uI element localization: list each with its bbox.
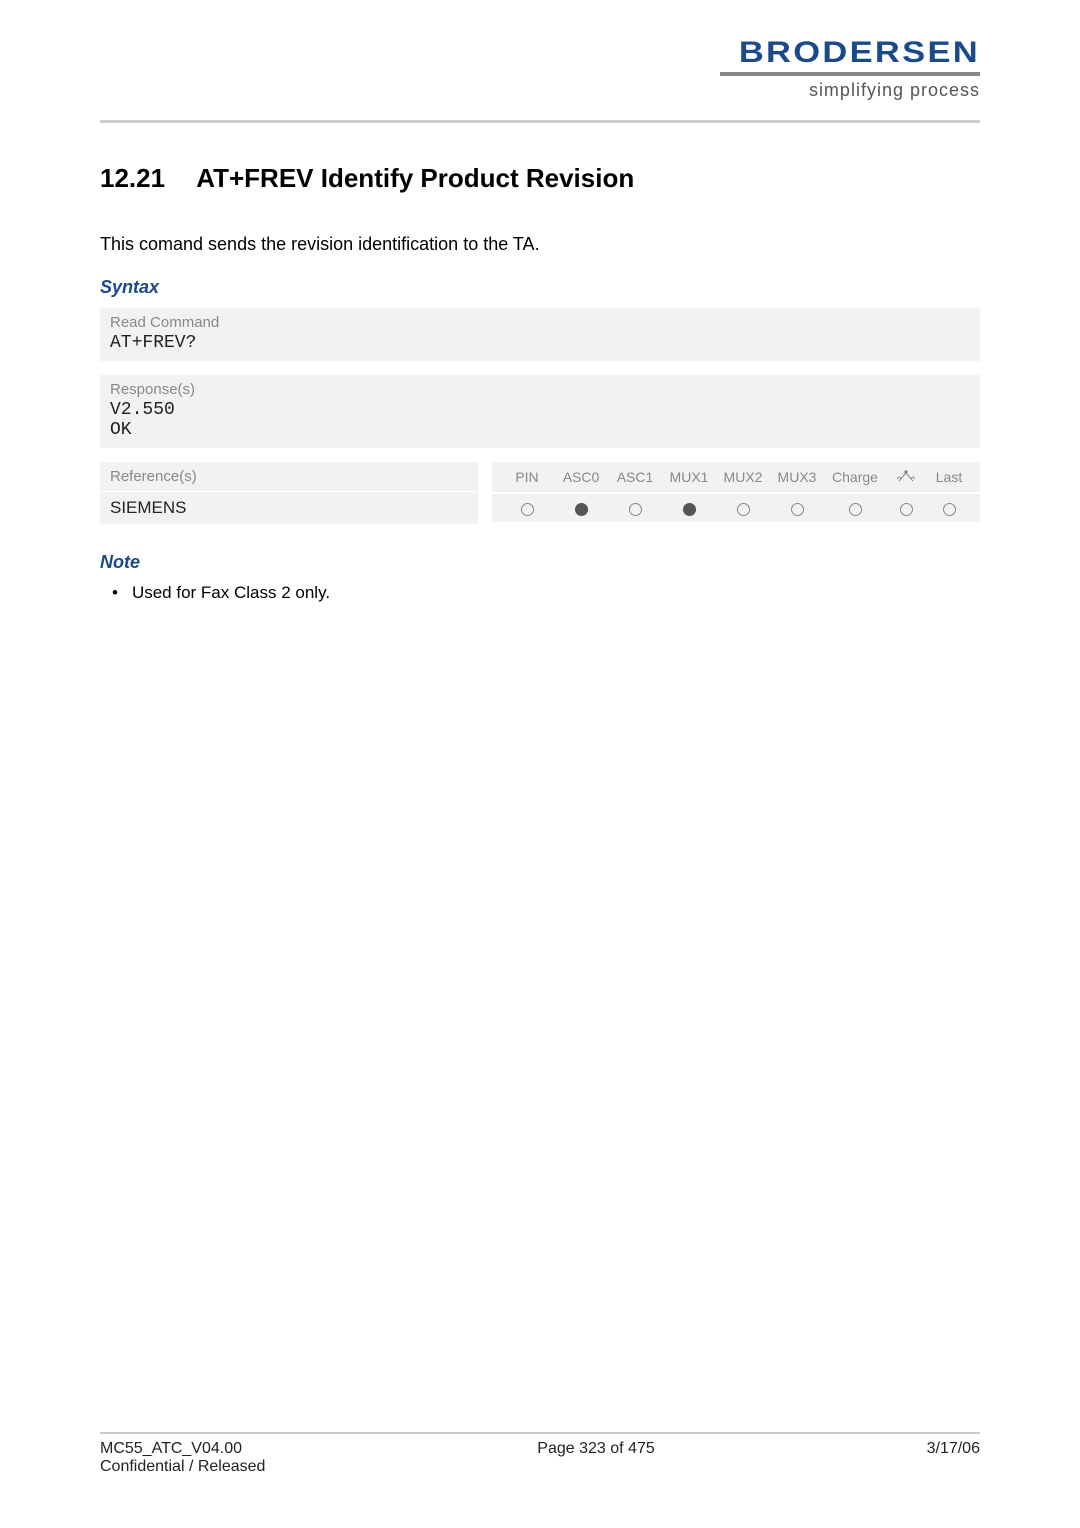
footer-rule — [100, 1432, 980, 1434]
reference-data-row: SIEMENS — [100, 492, 980, 524]
footer-date: 3/17/06 — [927, 1440, 980, 1476]
circle-icon — [900, 503, 913, 516]
section-number: 12.21 — [100, 163, 190, 194]
note-heading: Note — [100, 552, 980, 573]
reference-header-row: Reference(s) PIN ASC0 ASC1 MUX1 MUX2 MUX… — [100, 462, 980, 492]
page-footer: MC55_ATC_V04.00 Confidential / Released … — [100, 1432, 980, 1476]
response-box: Response(s) V2.550 OK — [100, 375, 980, 448]
note-item: • Used for Fax Class 2 only. — [100, 583, 980, 603]
document-page: BRODERSEN simplifying process 12.21 AT+F… — [0, 0, 1080, 1528]
dot-asc0 — [554, 500, 608, 516]
header-logo-block: BRODERSEN simplifying process — [720, 36, 980, 101]
ref-col-pin: PIN — [500, 469, 554, 485]
footer-doc-id: MC55_ATC_V04.00 — [100, 1440, 265, 1458]
note-section: Note • Used for Fax Class 2 only. — [100, 552, 980, 603]
circle-icon — [943, 503, 956, 516]
dot-asc1 — [608, 500, 662, 516]
section-heading: 12.21 AT+FREV Identify Product Revision — [100, 163, 980, 194]
logo-underline — [720, 72, 980, 76]
reference-columns: PIN ASC0 ASC1 MUX1 MUX2 MUX3 Charge — [492, 462, 980, 492]
section-intro: This comand sends the revision identific… — [100, 234, 980, 255]
reference-data-left: SIEMENS — [100, 492, 478, 524]
response-text: V2.550 OK — [110, 400, 970, 440]
logo-tagline: simplifying process — [720, 80, 980, 101]
ref-col-mux1: MUX1 — [662, 469, 716, 485]
dot-pin — [500, 500, 554, 516]
footer-confidential: Confidential / Released — [100, 1458, 265, 1476]
response-label: Response(s) — [110, 381, 970, 398]
bullet-icon: • — [112, 583, 118, 603]
circle-filled-icon — [683, 503, 696, 516]
dot-last — [926, 500, 972, 516]
read-command-label: Read Command — [110, 314, 970, 331]
syntax-heading: Syntax — [100, 277, 980, 298]
footer-row: MC55_ATC_V04.00 Confidential / Released … — [100, 1440, 980, 1476]
dot-mux2 — [716, 500, 770, 516]
ref-col-airwave — [886, 468, 926, 486]
logo-text: BRODERSEN — [681, 36, 980, 70]
ref-col-asc1: ASC1 — [608, 469, 662, 485]
note-list: • Used for Fax Class 2 only. — [100, 583, 980, 603]
section-title: AT+FREV Identify Product Revision — [196, 163, 634, 193]
dot-charge — [824, 500, 886, 516]
ref-col-mux2: MUX2 — [716, 469, 770, 485]
ref-col-charge: Charge — [824, 469, 886, 485]
read-command-box: Read Command AT+FREV? — [100, 308, 980, 361]
dot-airwave — [886, 500, 926, 516]
circle-icon — [521, 503, 534, 516]
note-item-text: Used for Fax Class 2 only. — [132, 583, 330, 603]
dot-mux3 — [770, 500, 824, 516]
ref-col-mux3: MUX3 — [770, 469, 824, 485]
ref-col-last: Last — [926, 469, 972, 485]
reference-left-label: Reference(s) — [100, 462, 478, 491]
read-command-text: AT+FREV? — [110, 333, 970, 353]
dot-mux1 — [662, 500, 716, 516]
footer-page: Page 323 of 475 — [537, 1440, 654, 1476]
footer-left: MC55_ATC_V04.00 Confidential / Released — [100, 1440, 265, 1476]
airwave-icon — [897, 469, 915, 486]
header-rule — [100, 120, 980, 123]
reference-dots — [492, 494, 980, 522]
circle-icon — [849, 503, 862, 516]
ref-col-asc0: ASC0 — [554, 469, 608, 485]
circle-icon — [737, 503, 750, 516]
circle-icon — [629, 503, 642, 516]
circle-icon — [791, 503, 804, 516]
circle-filled-icon — [575, 503, 588, 516]
